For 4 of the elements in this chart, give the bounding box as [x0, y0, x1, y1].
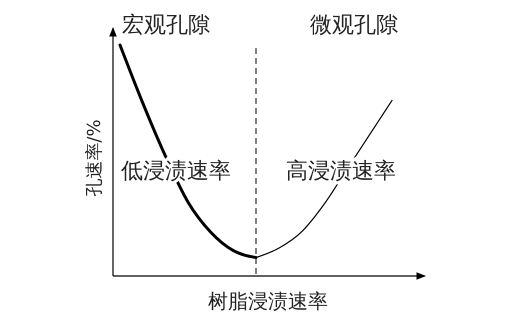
text: 微观孔隙	[310, 13, 398, 38]
y-axis-title: 孔速率/%	[84, 119, 105, 197]
text: 宏观孔隙	[122, 13, 210, 38]
x-axis-title: 树脂浸渍速率	[208, 289, 328, 313]
